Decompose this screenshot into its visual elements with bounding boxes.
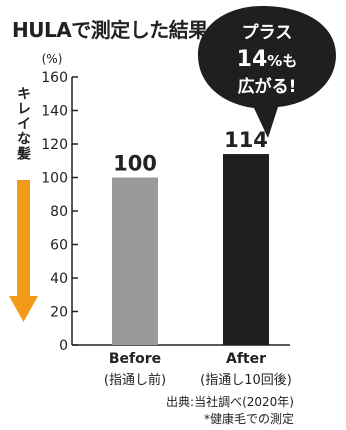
x-tick-label: After xyxy=(226,351,266,367)
callout-line-1: プラス xyxy=(242,22,293,43)
y-tick-label: 60 xyxy=(50,238,68,254)
x-tick-label: Before xyxy=(109,351,161,367)
y-tick-label: 40 xyxy=(50,271,68,287)
arrow-shaft xyxy=(17,180,30,298)
chart-title: HULAで測定した結果 xyxy=(12,18,208,42)
x-tick-sublabel: (指通し10回後) xyxy=(200,373,292,388)
axis-layer: 0 20 40 60 80 100 120 140 160 xyxy=(41,70,290,354)
y-tick-label: 160 xyxy=(41,70,68,86)
data-label: 100 xyxy=(113,152,157,176)
y-tick-label: 20 xyxy=(50,305,68,321)
footnote-source: 出典:当社調べ(2020年) xyxy=(166,394,294,409)
data-label: 114 xyxy=(224,128,268,152)
bar-before xyxy=(112,177,158,345)
y-axis-unit: (%) xyxy=(42,52,63,66)
side-label: キレイな髪 xyxy=(15,86,32,161)
callout-bubble: プラス 14%も 広がる! xyxy=(198,6,336,138)
y-tick-label: 120 xyxy=(41,137,68,153)
down-arrow-icon xyxy=(9,180,38,322)
callout-line-2: 14%も xyxy=(237,47,298,72)
y-tick-label: 140 xyxy=(41,104,68,120)
bar-after xyxy=(223,154,269,345)
arrow-head xyxy=(9,296,38,322)
callout-percent-value: 14 xyxy=(237,47,268,72)
y-tick-label: 100 xyxy=(41,171,68,187)
y-tick-label: 0 xyxy=(59,338,68,354)
x-tick-sublabel: (指通し前) xyxy=(104,372,166,388)
callout-shape xyxy=(198,6,336,138)
callout-percent-unit: %も xyxy=(267,52,297,70)
footnote-condition: *健康毛での測定 xyxy=(204,411,294,426)
y-tick-label: 80 xyxy=(50,204,68,220)
callout-line-3: 広がる! xyxy=(238,76,297,97)
bars-layer: 100 Before (指通し前) 114 After (指通し10回後) xyxy=(104,128,292,388)
